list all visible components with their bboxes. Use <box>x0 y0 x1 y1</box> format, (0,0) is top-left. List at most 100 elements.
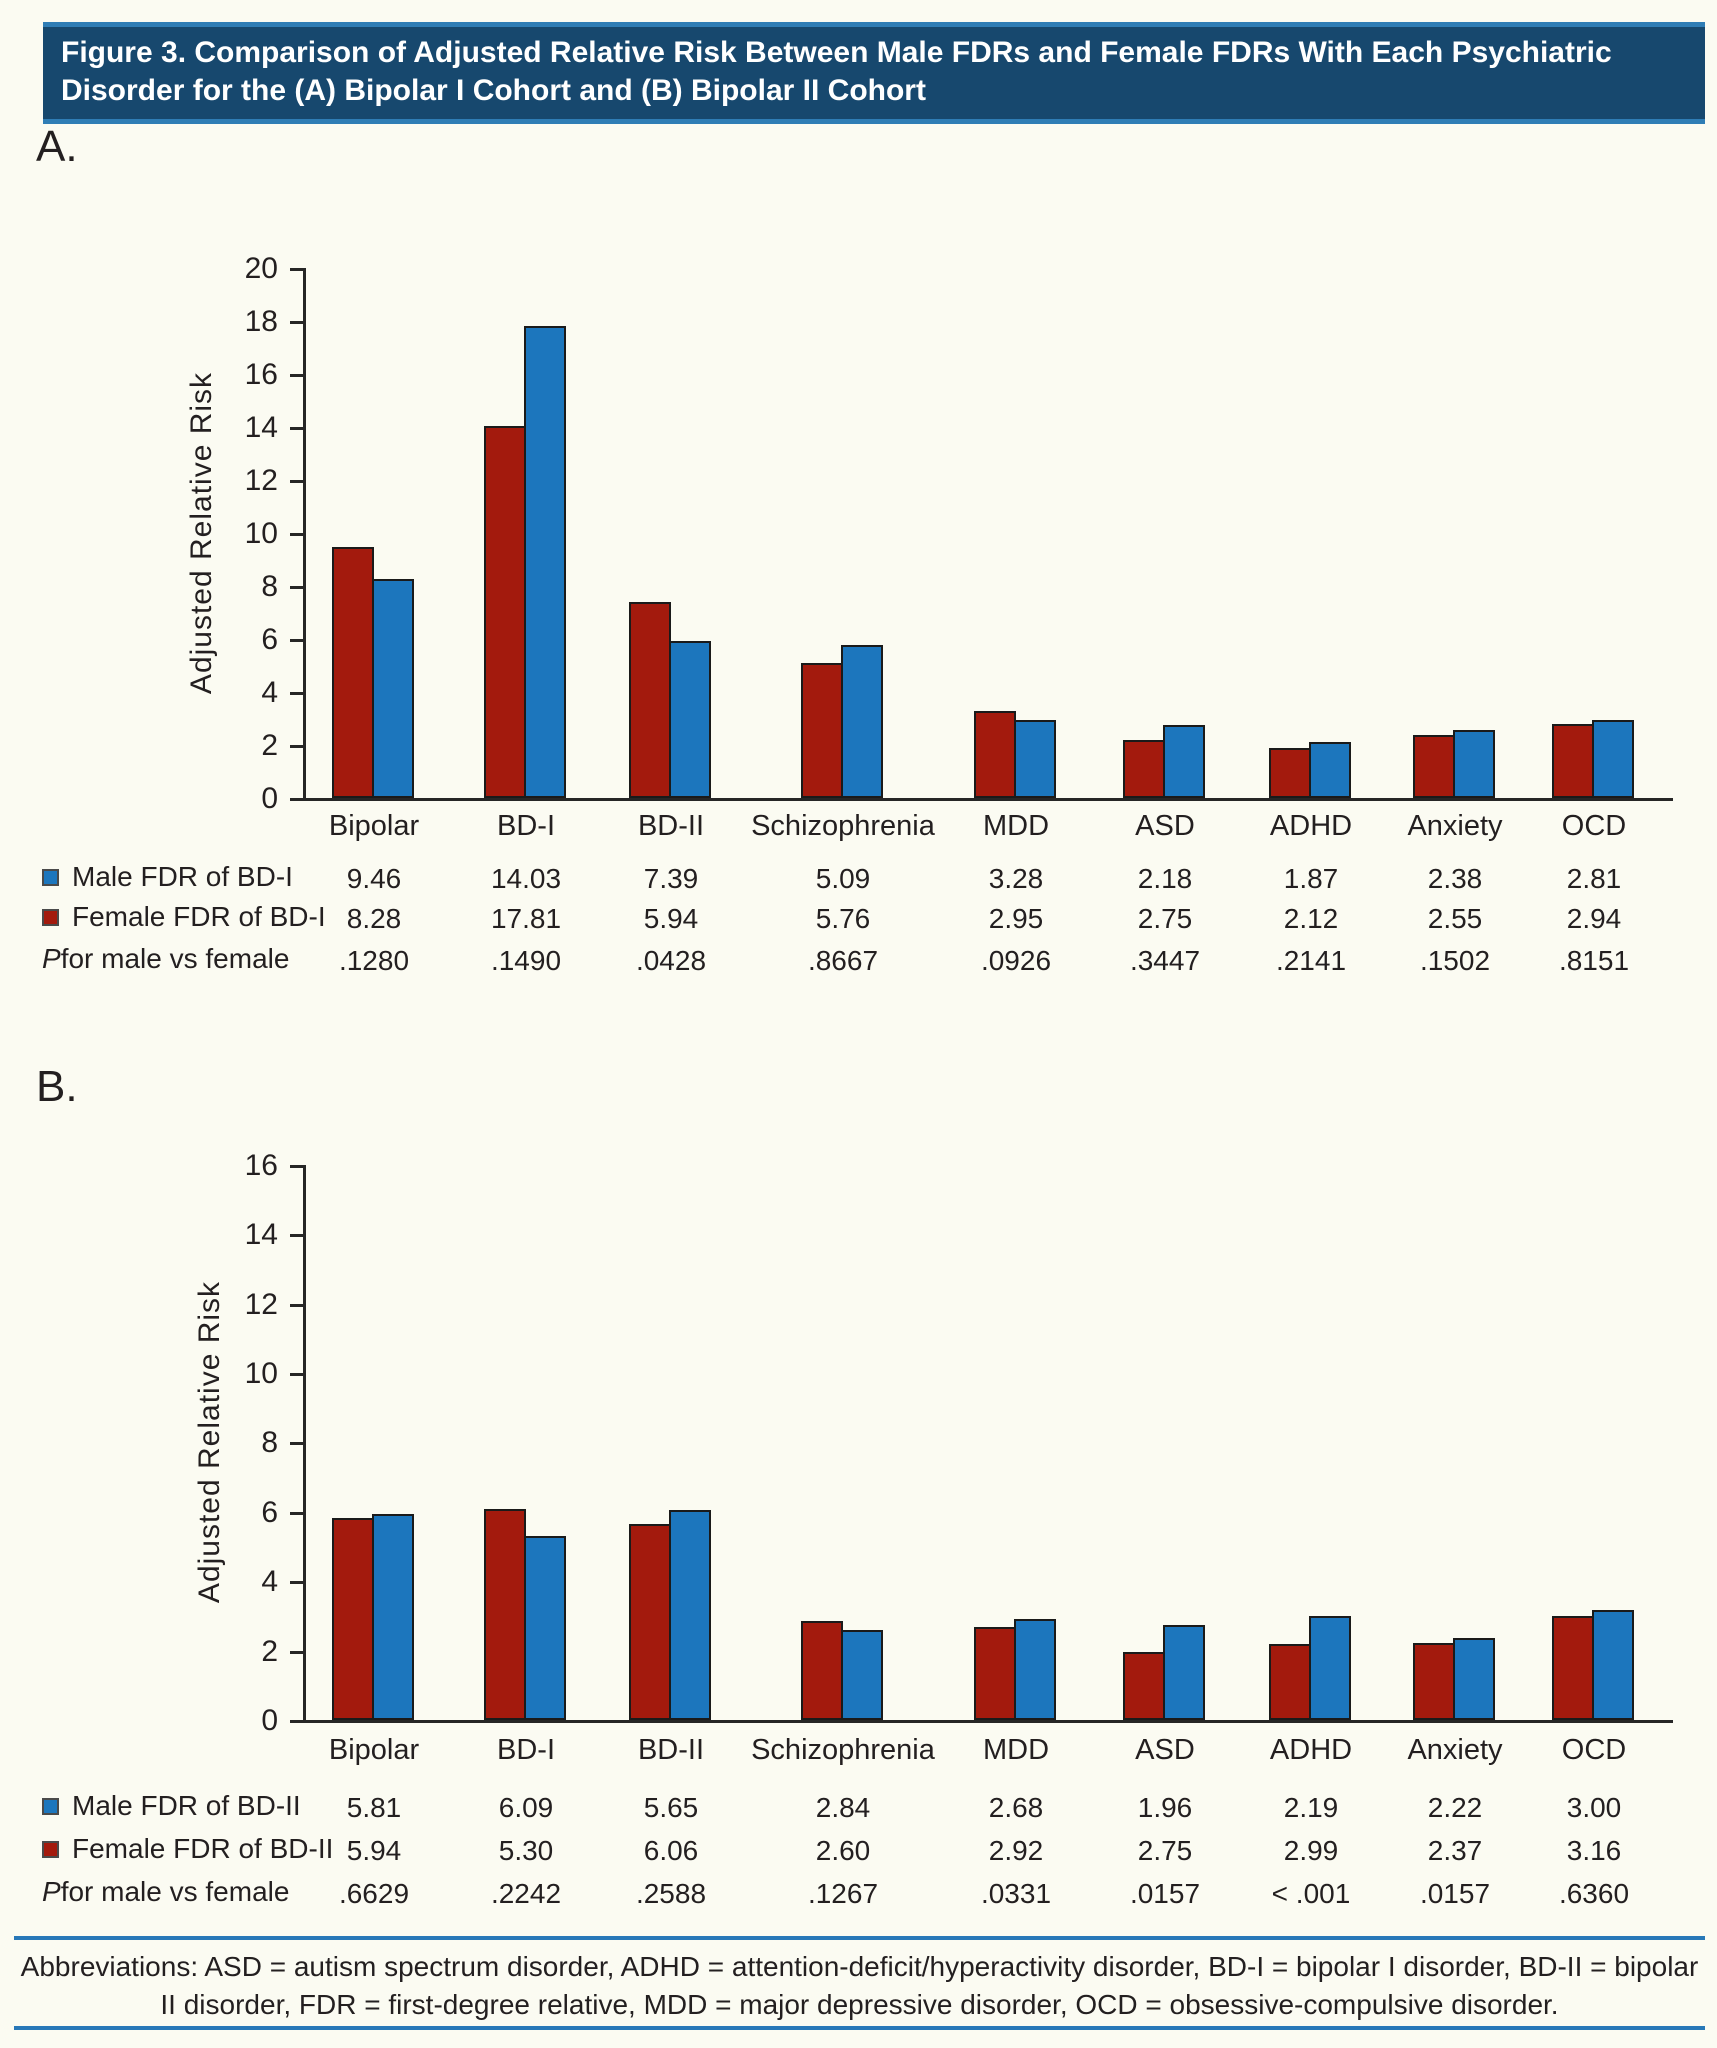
p-label-rest: for male vs female <box>60 943 290 974</box>
legend-row-female: Female FDR of BD-II <box>42 1833 333 1865</box>
bar-male-anxiety <box>1413 1642 1455 1720</box>
bar-female-schizophrenia <box>841 1629 883 1720</box>
category-label: Anxiety <box>1407 1734 1503 1766</box>
bar-male-mdd <box>974 1627 1016 1720</box>
y-tick-label: 16 <box>244 1148 278 1182</box>
category-label: MDD <box>982 1734 1050 1766</box>
category-label: Schizophrenia <box>751 810 935 842</box>
y-tick-mark <box>290 692 303 695</box>
bar-female-bd-i <box>524 326 566 798</box>
p-value: .2141 <box>1275 945 1347 976</box>
table-value: 6.06 <box>643 1835 699 1866</box>
table-value: 3.00 <box>1566 1792 1622 1823</box>
table-value: 5.94 <box>643 903 699 934</box>
p-value: .1490 <box>490 945 562 976</box>
bar-male-bd-i <box>484 426 526 798</box>
y-tick-mark <box>290 586 303 589</box>
bar-male-bd-i <box>484 1508 526 1720</box>
bar-male-adhd <box>1269 1644 1311 1720</box>
table-value: 2.81 <box>1566 863 1622 894</box>
y-tick-label: 16 <box>244 358 278 391</box>
table-value: 5.65 <box>643 1792 699 1823</box>
bar-male-asd <box>1123 740 1165 798</box>
category-label: Schizophrenia <box>751 1734 935 1766</box>
y-tick-label: 18 <box>244 305 278 338</box>
bar-female-bd-ii <box>669 1509 711 1720</box>
bar-female-bd-ii <box>669 640 711 798</box>
y-tick-label: 4 <box>261 1565 278 1599</box>
y-tick-label: 2 <box>261 729 278 762</box>
y-tick-mark <box>290 1373 303 1376</box>
bar-male-bd-ii <box>629 602 671 798</box>
table-value: 2.55 <box>1427 903 1483 934</box>
y-tick-mark <box>290 533 303 536</box>
bar-male-bipolar <box>332 1518 374 1720</box>
p-value: .0157 <box>1129 1878 1201 1909</box>
p-value: .6629 <box>338 1878 410 1909</box>
table-value: 2.84 <box>815 1792 871 1823</box>
p-italic: P <box>42 943 61 974</box>
p-value: .0428 <box>635 945 707 976</box>
y-tick-label: 0 <box>261 1704 278 1737</box>
category-label: Anxiety <box>1407 810 1503 842</box>
table-value: 2.60 <box>815 1835 871 1866</box>
y-tick-mark <box>290 374 303 377</box>
table-value: 14.03 <box>490 863 562 894</box>
bar-male-asd <box>1123 1651 1165 1720</box>
bar-male-bd-ii <box>629 1523 671 1720</box>
bar-female-ocd <box>1592 1610 1634 1720</box>
p-row-label: P for male vs female <box>42 943 289 975</box>
bar-male-ocd <box>1552 723 1594 798</box>
abbreviations-text: Abbreviations: ASD = autism spectrum dis… <box>20 1951 1699 2020</box>
legend-row-label: Male FDR of BD-I <box>72 861 293 892</box>
table-value: 7.39 <box>643 863 699 894</box>
y-tick-label: 4 <box>261 676 278 709</box>
y-tick-label: 2 <box>261 1634 278 1668</box>
y-tick-mark <box>290 480 303 483</box>
y-tick-label: 6 <box>261 1495 278 1529</box>
table-value: 2.37 <box>1427 1835 1483 1866</box>
bar-male-schizophrenia <box>801 663 843 798</box>
category-label: OCD <box>1561 1734 1627 1766</box>
category-label: BD-I <box>497 1734 555 1766</box>
category-label: BD-II <box>637 810 705 842</box>
male-legend-swatch <box>42 1797 59 1815</box>
legend-row-male: Male FDR of BD-I <box>42 861 293 893</box>
p-value: .8151 <box>1558 945 1630 976</box>
table-value: 2.99 <box>1283 1835 1339 1866</box>
y-tick-label: 14 <box>244 1218 278 1252</box>
p-value: .3447 <box>1129 945 1201 976</box>
y-axis <box>303 1164 306 1723</box>
y-tick-label: 12 <box>244 1287 278 1321</box>
y-tick-mark <box>290 268 303 271</box>
table-value: 3.28 <box>988 863 1044 894</box>
figure-title-bar: Figure 3. Comparison of Adjusted Relativ… <box>43 22 1705 125</box>
table-value: 5.94 <box>346 1835 402 1866</box>
y-tick-mark <box>290 1442 303 1446</box>
p-value: .0331 <box>980 1878 1052 1909</box>
panel-label-b: B. <box>36 1062 78 1111</box>
category-label: BD-I <box>497 810 555 842</box>
bar-female-anxiety <box>1453 730 1495 798</box>
y-tick-mark <box>290 1581 303 1585</box>
category-label: ADHD <box>1269 1734 1353 1766</box>
table-value: 1.96 <box>1137 1792 1193 1823</box>
p-value: .0926 <box>980 945 1052 976</box>
table-value: 2.68 <box>988 1792 1044 1823</box>
bar-male-bipolar <box>332 547 374 798</box>
bar-female-bipolar <box>372 1513 414 1720</box>
category-label: MDD <box>982 810 1050 842</box>
y-tick-mark <box>290 1720 303 1723</box>
table-value: 2.92 <box>988 1835 1044 1866</box>
table-value: 1.87 <box>1283 863 1339 894</box>
category-label: OCD <box>1561 810 1627 842</box>
p-value: .8667 <box>807 945 879 976</box>
table-value: 2.75 <box>1137 903 1193 934</box>
y-tick-label: 6 <box>261 623 278 656</box>
figure-title: Figure 3. Comparison of Adjusted Relativ… <box>61 36 1612 108</box>
bar-female-mdd <box>1014 1618 1056 1720</box>
table-value: 2.19 <box>1283 1792 1339 1823</box>
y-tick-mark <box>290 745 303 748</box>
table-value: 5.30 <box>498 1835 554 1866</box>
